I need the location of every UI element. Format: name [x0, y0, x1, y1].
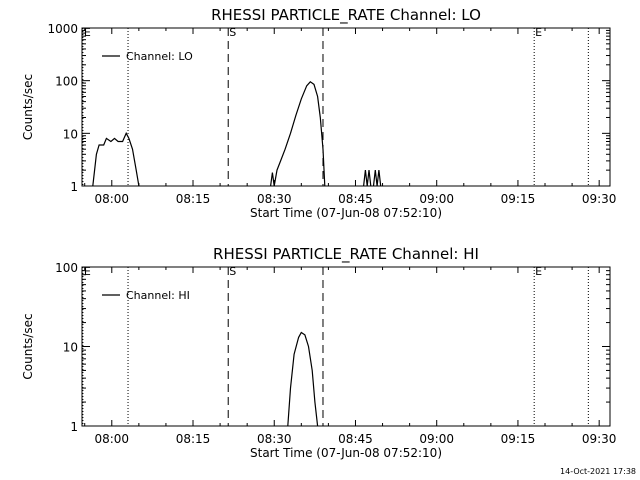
chart1-x-tick-label: 09:00: [419, 192, 454, 206]
chart2-legend-label: Channel: HI: [126, 289, 190, 302]
chart1-x-tick-label: 08:30: [257, 192, 292, 206]
chart1-marker-label: E: [535, 26, 542, 39]
chart1-marker-label: S: [229, 26, 236, 39]
chart1-marker-label: E: [84, 26, 91, 39]
chart2-x-axis-label: Start Time (07-Jun-08 07:52:10): [250, 446, 442, 460]
chart2-x-tick-label: 08:30: [257, 432, 292, 446]
chart2-x-tick-label: 08:15: [176, 432, 211, 446]
chart2-y-axis-label: Counts/sec: [21, 313, 35, 379]
chart2-marker-label: E: [535, 265, 542, 278]
chart2-x-tick-label: 08:45: [338, 432, 373, 446]
chart1-x-tick-label: 08:00: [94, 192, 129, 206]
chart1-x-tick-label: 08:15: [176, 192, 211, 206]
chart2-x-tick-label: 09:15: [501, 432, 536, 446]
chart2-marker-label: S: [229, 265, 236, 278]
chart1-y-tick-label: 10: [63, 127, 78, 141]
chart2-x-tick-label: 09:00: [419, 432, 454, 446]
chart1-y-tick-label: 1000: [47, 22, 78, 36]
chart1-series-line: [270, 81, 326, 187]
chart1-series-line: [92, 131, 140, 187]
chart1-series-line: [363, 170, 372, 187]
chart2-title: RHESSI PARTICLE_RATE Channel: HI: [213, 245, 479, 264]
chart2-series-line: [287, 331, 319, 427]
chart1-y-tick-label: 1: [70, 180, 78, 194]
chart1-legend-label: Channel: LO: [126, 50, 193, 63]
chart2-y-tick-label: 100: [55, 261, 78, 275]
generation-timestamp: 14-Oct-2021 17:38: [560, 467, 636, 476]
chart2-marker-label: E: [84, 265, 91, 278]
chart2-x-tick-label: 08:00: [94, 432, 129, 446]
chart1-x-tick-label: 08:45: [338, 192, 373, 206]
chart2-y-tick-label: 1: [70, 420, 78, 434]
chart1-plot-frame: [81, 27, 611, 187]
chart1-x-axis-label: Start Time (07-Jun-08 07:52:10): [250, 206, 442, 220]
chart1-series-line: [372, 170, 382, 187]
chart1-title: RHESSI PARTICLE_RATE Channel: LO: [211, 6, 481, 25]
chart2-y-tick-label: 10: [63, 341, 78, 355]
chart1-y-axis-label: Counts/sec: [21, 74, 35, 140]
chart1-y-tick-label: 100: [55, 75, 78, 89]
chart1-x-tick-label: 09:30: [582, 192, 617, 206]
chart2-x-tick-label: 09:30: [582, 432, 617, 446]
chart1-x-tick-label: 09:15: [501, 192, 536, 206]
